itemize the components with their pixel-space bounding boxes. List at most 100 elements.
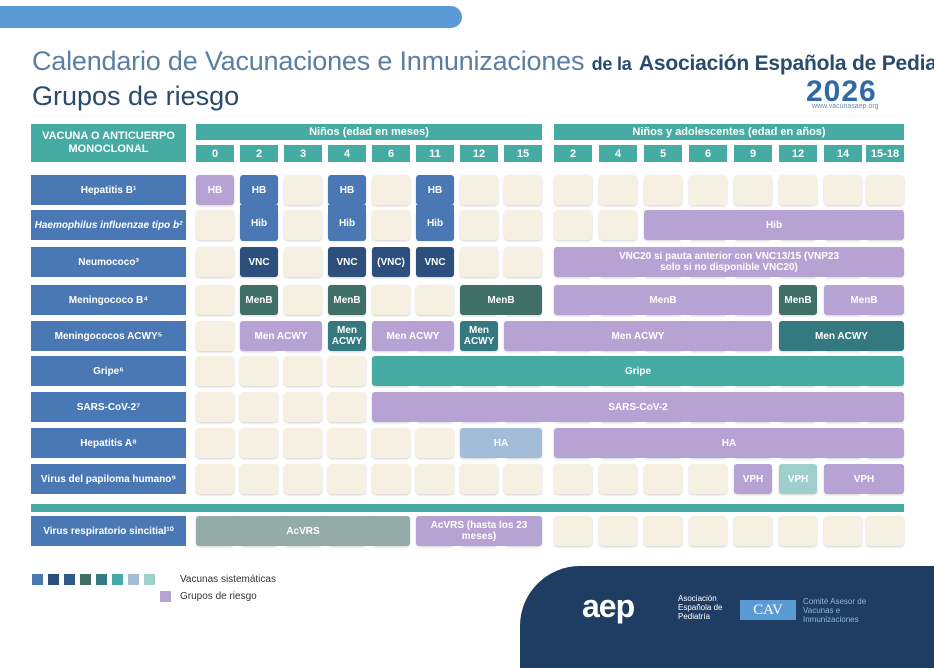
vaccine-column-header: VACUNA O ANTICUERPO MONOCLONAL [31,124,186,162]
grid-cell [328,392,366,422]
legend-systematic-swatch [80,574,91,585]
age-header: 3 [284,145,322,162]
website-url[interactable]: www.vacunasaep.org [812,103,879,110]
grid-cell [196,247,234,277]
hib-risk-bar: Hib [644,210,904,240]
section-divider [31,504,904,512]
menacwy-bar: Men ACWY [328,321,366,351]
grid-cell [328,428,366,458]
grid-cell [284,356,322,386]
grid-cell [372,285,410,315]
age-header: 14 [824,145,862,162]
vph-bar: VPH [779,464,817,494]
row-label-meningococo-b: Meningococo B⁴ [31,285,186,315]
grid-cell [554,210,592,240]
age-header: 4 [599,145,637,162]
grid-cell [284,247,322,277]
grid-cell [460,210,498,240]
grid-cell [416,428,454,458]
menacwy-bar: Men ACWY [460,321,498,351]
grid-cell [504,210,542,240]
hb-bar: HB [328,175,366,205]
acvrs-bar: AcVRS [196,516,410,546]
row-label-vph: Virus del papiloma humano⁹ [31,464,186,494]
grid-cell [824,175,862,205]
age-header: 12 [779,145,817,162]
age-header: 15-18 [866,145,904,162]
grid-cell [689,175,727,205]
grid-cell [504,175,542,205]
age-header: 11 [416,145,454,162]
grid-cell [460,464,498,494]
grid-cell [240,356,278,386]
grid-cell [599,516,637,546]
row-label-vrs: Virus respiratorio sincitial¹⁰ [31,516,186,546]
row-label-meningococos-acwy: Meningococos ACWY⁵ [31,321,186,351]
legend-systematic-swatch [144,574,155,585]
menacwy-risk-bar: Men ACWY [504,321,772,351]
top-accent-bar [0,6,462,28]
ha-bar: HA [460,428,542,458]
grid-cell [599,464,637,494]
grid-cell [734,516,772,546]
gripe-bar: Gripe [372,356,904,386]
age-header: 0 [196,145,234,162]
grid-cell [504,247,542,277]
menb-bar: MenB [328,285,366,315]
menb-bar: MenB [779,285,817,315]
grid-cell [240,464,278,494]
age-header: 2 [554,145,592,162]
aep-logo: aep [582,588,635,624]
vph-risk-bar: VPH [824,464,904,494]
grid-cell [196,392,234,422]
grid-cell [284,210,322,240]
legend-risk-swatch [160,591,171,602]
grid-cell [644,464,682,494]
menb-bar: MenB [460,285,542,315]
row-label-hepatitis-a: Hepatitis A⁸ [31,428,186,458]
grid-cell [328,464,366,494]
legend-systematic-swatch [64,574,75,585]
row-label-hepatitis-b: Hepatitis B¹ [31,175,186,205]
grid-cell [554,516,592,546]
grid-cell [372,428,410,458]
grid-cell [284,175,322,205]
grid-cell [196,356,234,386]
years-group-header: Niños y adolescentes (edad en años) [554,124,904,140]
grid-cell [866,175,904,205]
legend-risk-label: Grupos de riesgo [180,591,257,602]
vph-risk-bar: VPH [734,464,772,494]
grid-cell [554,464,592,494]
acvrs-risk-bar: AcVRS (hasta los 23 meses) [416,516,542,546]
months-group-header: Niños (edad en meses) [196,124,542,140]
hb-bar: HB [416,175,454,205]
age-header: 9 [734,145,772,162]
grid-cell [196,285,234,315]
grid-cell [196,321,234,351]
grid-cell [689,516,727,546]
grid-cell [284,464,322,494]
grid-cell [460,247,498,277]
age-header: 2 [240,145,278,162]
grid-cell [196,428,234,458]
sars-risk-bar: SARS-CoV-2 [372,392,904,422]
grid-cell [328,356,366,386]
age-header: 15 [504,145,542,162]
row-label-gripe: Gripe⁶ [31,356,186,386]
hib-bar: Hib [328,205,366,241]
hb-bar: HB [240,175,278,205]
grid-cell [416,285,454,315]
legend-systematic-swatch [32,574,43,585]
grid-cell [644,175,682,205]
grid-cell [240,392,278,422]
menacwy-risk-bar: Men ACWY [240,321,322,351]
row-label-sars-cov-2: SARS-CoV-2⁷ [31,392,186,422]
grid-cell [284,285,322,315]
grid-cell [460,175,498,205]
grid-cell [599,210,637,240]
grid-cell [689,464,727,494]
vnc-bar: VNC [240,247,278,277]
footer-panel [520,566,934,668]
legend-systematic-swatch [128,574,139,585]
age-header: 4 [328,145,366,162]
